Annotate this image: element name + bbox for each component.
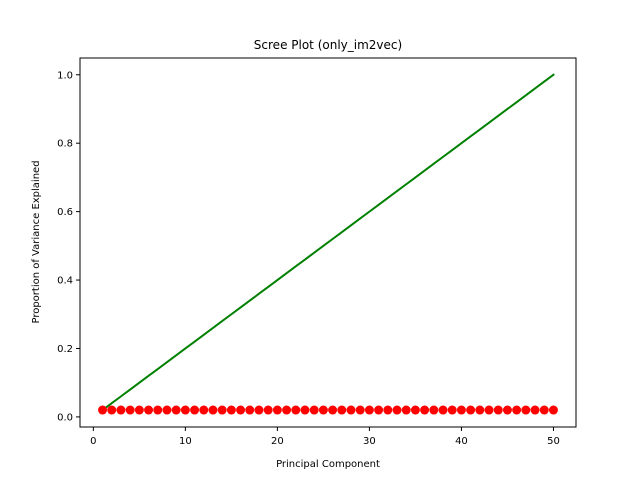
data-point [190, 405, 200, 415]
y-tick-label: 0.0 [57, 412, 73, 423]
data-point [539, 405, 549, 415]
data-point [374, 405, 384, 415]
data-point [364, 405, 374, 415]
data-point [456, 405, 466, 415]
plot-area [98, 73, 558, 415]
series-line-1 [101, 73, 555, 412]
data-point [254, 405, 264, 415]
data-point [493, 405, 503, 415]
data-point [107, 405, 117, 415]
data-point [291, 405, 301, 415]
data-point [346, 405, 356, 415]
x-tick-label: 30 [363, 436, 376, 447]
data-point [318, 405, 328, 415]
data-point [438, 405, 448, 415]
data-point [355, 405, 365, 415]
data-point [217, 405, 227, 415]
data-point [171, 405, 181, 415]
y-axis-label: Proportion of Variance Explained [31, 160, 42, 323]
data-point [263, 405, 273, 415]
data-point [512, 405, 522, 415]
data-point [162, 405, 172, 415]
y-axis: 0.0 0.2 0.4 0.6 0.8 1.0 [57, 70, 80, 423]
data-point [300, 405, 310, 415]
x-tick-label: 20 [271, 436, 284, 447]
data-point [180, 405, 190, 415]
data-point [245, 405, 255, 415]
x-tick-label: 10 [179, 436, 192, 447]
data-point [521, 405, 531, 415]
data-point [144, 405, 154, 415]
data-point [98, 405, 108, 415]
data-point [208, 405, 218, 415]
data-point [337, 405, 347, 415]
data-point [447, 405, 457, 415]
data-point [502, 405, 512, 415]
x-tick-label: 0 [90, 436, 96, 447]
x-tick-label: 40 [455, 436, 468, 447]
y-tick-label: 0.4 [57, 276, 73, 287]
y-tick-label: 1.0 [57, 70, 73, 81]
data-point [282, 405, 292, 415]
data-point [236, 405, 246, 415]
chart-title: Scree Plot (only_im2vec) [254, 38, 402, 52]
data-point [475, 405, 485, 415]
data-point [153, 405, 163, 415]
x-axis: 0 10 20 30 40 50 [90, 427, 560, 447]
data-point [484, 405, 494, 415]
data-point [392, 405, 402, 415]
data-point [410, 405, 420, 415]
data-point [548, 405, 558, 415]
data-point [134, 405, 144, 415]
data-point [401, 405, 411, 415]
y-tick-label: 0.8 [57, 139, 73, 150]
data-point [383, 405, 393, 415]
data-point [125, 405, 135, 415]
data-point [530, 405, 540, 415]
axes-frame [79, 57, 577, 428]
data-point [226, 405, 236, 415]
data-point [116, 405, 126, 415]
data-point [328, 405, 338, 415]
y-tick-label: 0.6 [57, 207, 73, 218]
data-point [309, 405, 319, 415]
y-tick-label: 0.2 [57, 344, 73, 355]
data-point [420, 405, 430, 415]
x-tick-label: 50 [547, 436, 560, 447]
data-point [199, 405, 209, 415]
data-point [429, 405, 439, 415]
data-point [466, 405, 476, 415]
data-point [272, 405, 282, 415]
x-axis-label: Principal Component [276, 459, 380, 470]
